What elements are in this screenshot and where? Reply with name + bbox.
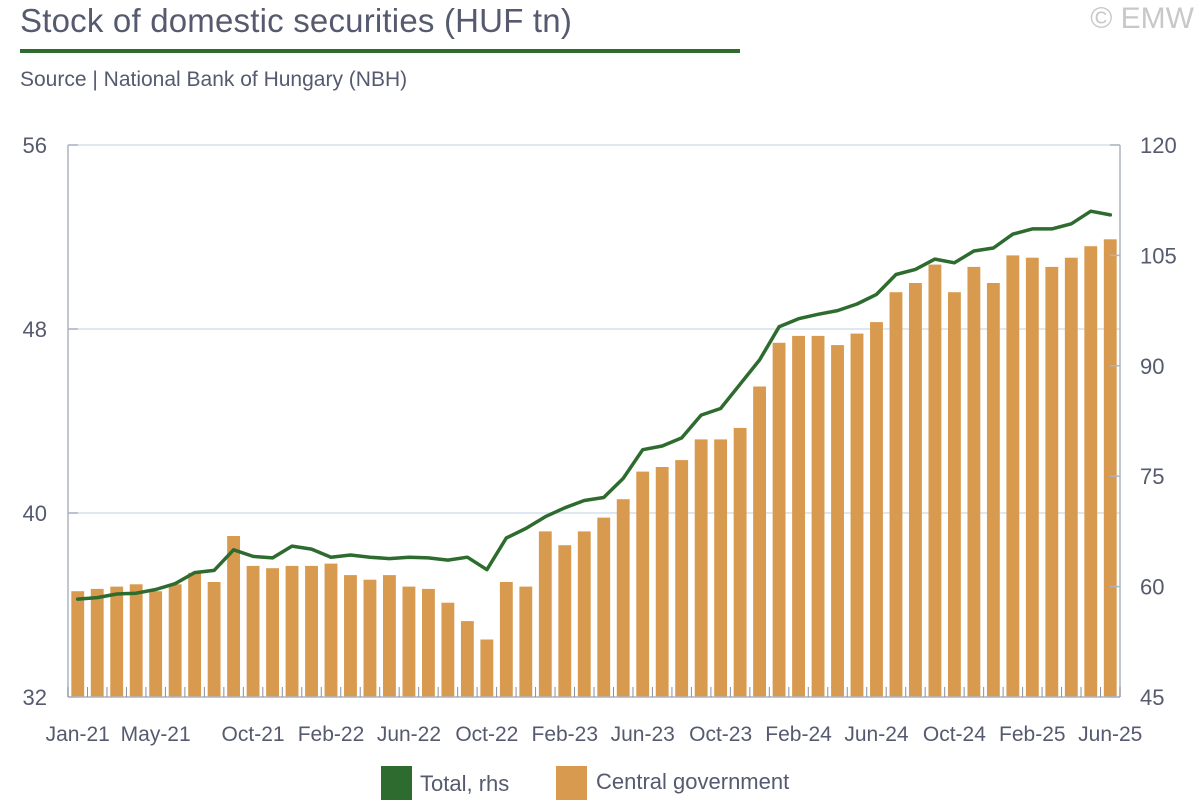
bar <box>499 582 513 697</box>
left-y-tick-label: 56 <box>23 133 47 158</box>
bar <box>753 386 767 697</box>
tick-labels: 32 40 48 56 45 60 75 90 105 120 Jan-21 May-21 Oct-21… <box>23 133 1177 746</box>
bar <box>324 563 338 697</box>
bar <box>947 292 961 697</box>
bar <box>383 575 396 697</box>
bar <box>1025 257 1039 697</box>
bar <box>149 591 163 697</box>
left-y-tick-label: 32 <box>23 685 47 710</box>
x-tick-label: May-21 <box>121 723 191 746</box>
x-tick-label: Jan-21 <box>46 723 110 746</box>
bar <box>577 531 591 697</box>
bar <box>636 471 650 697</box>
legend-label-central-government: Central government <box>596 769 789 794</box>
right-y-tick-label: 75 <box>1140 464 1164 489</box>
right-y-tick-label: 120 <box>1140 133 1177 158</box>
bar <box>538 531 552 697</box>
bar <box>909 283 922 697</box>
bar <box>188 572 202 697</box>
title-underline <box>20 49 740 53</box>
bar <box>616 499 630 697</box>
bar <box>1103 239 1117 698</box>
legend-swatch-total <box>381 766 412 800</box>
x-tick-label: Jun-22 <box>377 723 441 746</box>
bar <box>441 602 455 697</box>
right-y-tick-label: 45 <box>1140 685 1164 710</box>
bar <box>772 342 786 697</box>
right-y-tick-label: 60 <box>1140 575 1164 600</box>
bar <box>792 335 805 697</box>
x-tick-label: Oct-24 <box>923 723 986 746</box>
bar <box>480 639 494 697</box>
bar <box>1006 255 1020 697</box>
x-tick-label: Feb-24 <box>765 723 832 746</box>
x-tick-label: Jun-23 <box>611 723 675 746</box>
bar <box>831 345 844 697</box>
bar <box>1084 246 1098 697</box>
bar <box>363 579 377 697</box>
bar <box>168 584 182 697</box>
bar <box>986 283 1000 697</box>
bar <box>344 575 357 697</box>
bar <box>305 565 318 697</box>
x-tick-label: Feb-25 <box>999 723 1066 746</box>
bar <box>90 588 104 697</box>
copyright-watermark: © EMW <box>1090 2 1194 35</box>
left-y-tick-label: 48 <box>23 317 47 342</box>
axes <box>67 144 1121 698</box>
bar <box>967 266 981 697</box>
legend-swatch-central-government <box>556 766 587 800</box>
bar <box>558 545 572 697</box>
x-tick-label: Feb-22 <box>298 723 365 746</box>
bar <box>675 460 689 697</box>
bar <box>207 582 221 697</box>
x-tick-label: Jun-24 <box>844 723 909 746</box>
legend: Total, rhs Central government <box>381 766 789 800</box>
bar <box>129 584 143 697</box>
bar <box>870 322 883 697</box>
bar <box>519 586 533 697</box>
bar <box>246 565 260 697</box>
bar <box>889 292 903 697</box>
gridlines <box>68 144 1120 514</box>
bar <box>733 427 747 697</box>
bar <box>110 586 124 697</box>
right-y-tick-label: 105 <box>1140 243 1177 268</box>
bar <box>266 568 279 697</box>
bar <box>811 335 825 697</box>
source-line: Source | National Bank of Hungary (NBH) <box>20 68 408 91</box>
bar <box>402 586 416 697</box>
right-y-tick-label: 90 <box>1140 354 1164 379</box>
bar-series-central-government <box>71 239 1117 698</box>
bar <box>421 588 435 697</box>
bar <box>71 591 85 697</box>
legend-label-total: Total, rhs <box>420 771 509 796</box>
x-tick-label: Oct-22 <box>455 723 518 746</box>
bar <box>227 536 241 697</box>
bar <box>597 517 611 697</box>
left-y-tick-label: 40 <box>23 501 47 526</box>
bar <box>694 439 708 697</box>
chart-title: Stock of domestic securities (HUF tn) <box>20 2 573 39</box>
bar <box>850 333 864 697</box>
bar <box>285 565 299 697</box>
total-line <box>75 209 1113 601</box>
bar <box>1045 266 1059 697</box>
x-tick-label: Oct-21 <box>222 723 285 746</box>
x-tick-label: Jun-25 <box>1078 723 1142 746</box>
bar <box>460 621 474 697</box>
x-tick-label: Feb-23 <box>532 723 599 746</box>
bar <box>714 439 728 697</box>
bar <box>928 264 942 697</box>
line-series-total <box>75 209 1113 601</box>
x-tick-label: Oct-23 <box>689 723 752 746</box>
bar <box>655 467 669 697</box>
bar <box>1064 257 1078 697</box>
